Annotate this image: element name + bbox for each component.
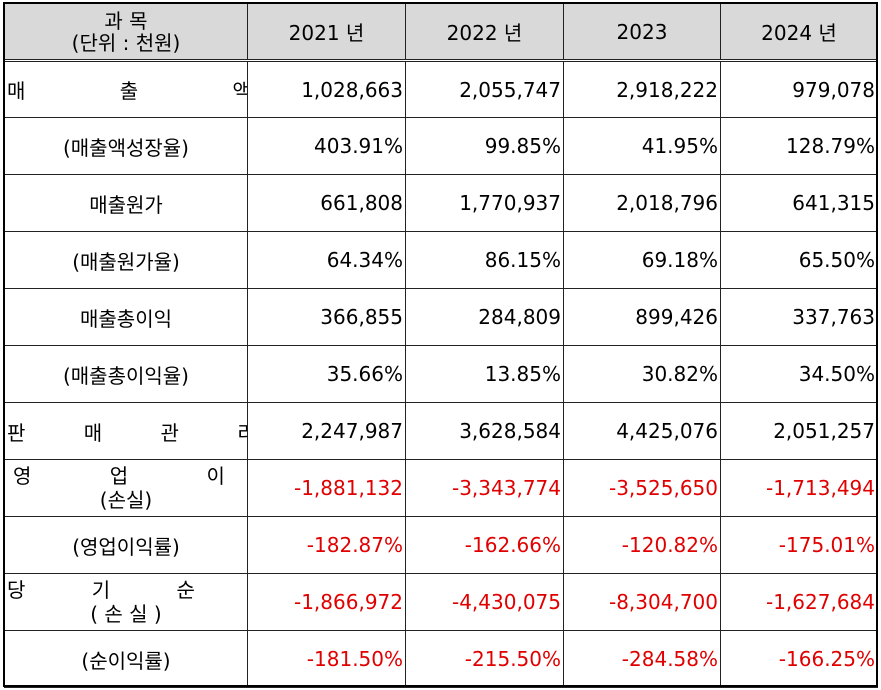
row-label: (영업이익률)	[4, 516, 248, 574]
header-year-2021: 2021 년	[247, 3, 406, 62]
value-cell: 337,763	[720, 288, 878, 346]
value-cell: 128.79%	[720, 117, 878, 175]
value-cell: -166.25%	[720, 630, 878, 688]
value-cell: 899,426	[563, 288, 721, 346]
value-cell: -181.50%	[247, 630, 406, 688]
table-row-cost-of-sales: 매출원가 661,808 1,770,937 2,018,796 641,315	[4, 174, 878, 232]
value-cell: -175.01%	[720, 516, 878, 574]
row-label: 매출총이익	[4, 288, 248, 346]
row-label: (순이익률)	[4, 630, 248, 688]
table-row-sga: 판 매 관 리 비 2,247,987 3,628,584 4,425,076 …	[4, 402, 878, 460]
value-cell: -3,343,774	[405, 459, 564, 517]
value-cell: 69.18%	[563, 231, 721, 289]
value-cell: 661,808	[247, 174, 406, 232]
row-label: 판 매 관 리 비	[4, 402, 248, 460]
table-row-net-margin: (순이익률) -181.50% -215.50% -284.58% -166.2…	[4, 630, 878, 688]
table-row-operating-income: 영 업 이 익 (손실) -1,881,132 -3,343,774 -3,52…	[4, 459, 878, 517]
value-cell: 1,028,663	[247, 60, 406, 118]
table-row-revenue: 매 출 액 1,028,663 2,055,747 2,918,222 979,…	[4, 60, 878, 118]
value-cell: -4,430,075	[405, 573, 564, 631]
header-year-2022: 2022 년	[405, 3, 564, 62]
header-unit-label: (단위 : 천원)	[71, 30, 181, 55]
value-cell: -162.66%	[405, 516, 564, 574]
row-label-twoline: 당 기 순 이 익 ( 손 실 )	[7, 578, 247, 626]
row-label-twoline: 영 업 이 익 (손실)	[7, 464, 247, 512]
value-cell: 403.91%	[247, 117, 406, 175]
table-row-revenue-growth: (매출액성장율) 403.91% 99.85% 41.95% 128.79%	[4, 117, 878, 175]
value-cell: 64.34%	[247, 231, 406, 289]
value-cell: 4,425,076	[563, 402, 721, 460]
row-label-line1: 영 업 이 익	[13, 464, 247, 488]
value-cell: -3,525,650	[563, 459, 721, 517]
value-cell: -1,627,684	[720, 573, 878, 631]
value-cell: 641,315	[720, 174, 878, 232]
row-label: 매 출 액	[4, 60, 248, 118]
value-cell: 35.66%	[247, 345, 406, 403]
header-row: 과 목 (단위 : 천원) 2021 년 2022 년 2023 2024 년	[4, 3, 878, 62]
value-cell: 99.85%	[405, 117, 564, 175]
value-cell: -215.50%	[405, 630, 564, 688]
row-label: (매출총이익율)	[4, 345, 248, 403]
value-cell: 2,051,257	[720, 402, 878, 460]
table-row-net-income: 당 기 순 이 익 ( 손 실 ) -1,866,972 -4,430,075 …	[4, 573, 878, 631]
value-cell: 979,078	[720, 60, 878, 118]
value-cell: -1,713,494	[720, 459, 878, 517]
value-cell: 3,628,584	[405, 402, 564, 460]
header-year-2023: 2023	[563, 3, 721, 62]
table-row-cost-ratio: (매출원가율) 64.34% 86.15% 69.18% 65.50%	[4, 231, 878, 289]
value-cell: -1,881,132	[247, 459, 406, 517]
row-label: (매출액성장율)	[4, 117, 248, 175]
table-row-gross-margin: (매출총이익율) 35.66% 13.85% 30.82% 34.50%	[4, 345, 878, 403]
table-row-gross-profit: 매출총이익 366,855 284,809 899,426 337,763	[4, 288, 878, 346]
row-label-text: 판 매 관 리 비	[7, 420, 247, 445]
value-cell: -182.87%	[247, 516, 406, 574]
value-cell: 2,918,222	[563, 60, 721, 118]
table-row-operating-margin: (영업이익률) -182.87% -162.66% -120.82% -175.…	[4, 516, 878, 574]
row-label-line2: (손실)	[99, 488, 153, 512]
row-label-line1: 당 기 순 이 익	[7, 578, 247, 602]
row-label-line2: ( 손 실 )	[90, 602, 162, 626]
row-label: 당 기 순 이 익 ( 손 실 )	[4, 573, 248, 631]
header-subject-title: 과 목	[104, 8, 148, 33]
value-cell: -1,866,972	[247, 573, 406, 631]
value-cell: 284,809	[405, 288, 564, 346]
value-cell: 2,018,796	[563, 174, 721, 232]
row-label: 영 업 이 익 (손실)	[4, 459, 248, 517]
header-subject-cell: 과 목 (단위 : 천원)	[4, 3, 248, 62]
value-cell: 2,247,987	[247, 402, 406, 460]
row-label: 매출원가	[4, 174, 248, 232]
value-cell: -120.82%	[563, 516, 721, 574]
value-cell: 30.82%	[563, 345, 721, 403]
value-cell: 65.50%	[720, 231, 878, 289]
value-cell: 41.95%	[563, 117, 721, 175]
header-year-2024: 2024 년	[720, 3, 878, 62]
value-cell: 13.85%	[405, 345, 564, 403]
value-cell: -8,304,700	[563, 573, 721, 631]
row-label-text: 매 출 액	[7, 79, 247, 103]
row-label: (매출원가율)	[4, 231, 248, 289]
value-cell: 1,770,937	[405, 174, 564, 232]
value-cell: 2,055,747	[405, 60, 564, 118]
value-cell: 34.50%	[720, 345, 878, 403]
financial-summary-table: 과 목 (단위 : 천원) 2021 년 2022 년 2023 2024 년 …	[4, 3, 878, 688]
value-cell: 366,855	[247, 288, 406, 346]
value-cell: -284.58%	[563, 630, 721, 688]
value-cell: 86.15%	[405, 231, 564, 289]
